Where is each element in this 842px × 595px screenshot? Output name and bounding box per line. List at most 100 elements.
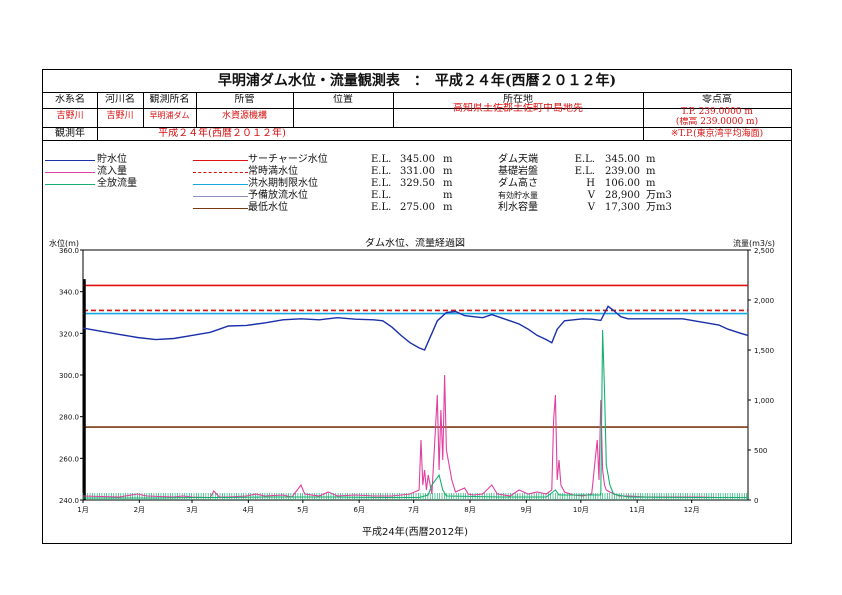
header-divider-3 bbox=[43, 140, 791, 141]
col-label-station: 観測所名 bbox=[149, 94, 190, 105]
value-zero-line2: (標高 239.0000 m) bbox=[675, 117, 759, 127]
chart-title: ダム水位、流量経過図 bbox=[365, 238, 465, 249]
spec-value: 28,900 bbox=[605, 190, 640, 201]
series-line-流入量 bbox=[82, 374, 748, 499]
level-el: E.L. bbox=[371, 154, 392, 165]
spec-key: V bbox=[587, 190, 595, 201]
level-unit: m bbox=[443, 178, 453, 189]
spec-value: 345.00 bbox=[605, 154, 640, 165]
left-tick-label: 340.0 bbox=[59, 289, 79, 297]
right-tick-label: 2,000 bbox=[754, 297, 774, 305]
level-value: 331.00 bbox=[400, 166, 435, 177]
spec-value: 239.00 bbox=[605, 166, 640, 177]
value-suikei: 吉野川 bbox=[56, 111, 84, 121]
level-label: 常時満水位 bbox=[248, 166, 298, 177]
level-unit: m bbox=[443, 202, 453, 213]
report-title: 早明浦ダム水位・流量観測表 ： 平成２４年(西暦２０１２年) bbox=[43, 70, 791, 93]
spec-unit: 万m3 bbox=[646, 202, 672, 213]
level-swatch bbox=[193, 172, 248, 173]
grid-col-line bbox=[643, 92, 644, 140]
spec-label: 有効貯水量 bbox=[498, 191, 538, 200]
legend-label: 流入量 bbox=[97, 166, 127, 177]
legend-label: 貯水位 bbox=[97, 154, 127, 165]
spec-key: E.L. bbox=[574, 166, 595, 177]
col-label-shokan: 所管 bbox=[234, 94, 255, 105]
level-label: 予備放流水位 bbox=[248, 190, 308, 201]
tp-note: ※T.P.(東京湾平均海面) bbox=[670, 129, 764, 139]
dam-chart: ダム水位、流量経過図 水位(m) 流量(m3/s) 平成24年(西暦2012年)… bbox=[49, 238, 775, 538]
year-value: 平成２４年(西暦２０１２年) bbox=[158, 128, 286, 139]
grid-col-line bbox=[293, 92, 294, 127]
col-label-address: 所在地 bbox=[503, 94, 533, 105]
month-tick-label: 2月 bbox=[134, 506, 145, 514]
spec-key: H bbox=[586, 178, 595, 189]
right-tick-label: 0 bbox=[754, 497, 758, 505]
month-tick-label: 11月 bbox=[629, 506, 645, 514]
left-tick-label: 240.0 bbox=[59, 497, 79, 505]
month-tick-label: 7月 bbox=[408, 506, 419, 514]
col-label-zero: 零点高 bbox=[702, 94, 732, 105]
spec-value: 106.00 bbox=[605, 178, 640, 189]
legend-label: 全放流量 bbox=[97, 178, 137, 189]
grid-col-line bbox=[97, 92, 98, 127]
left-tick-label: 360.0 bbox=[59, 247, 79, 255]
year-label: 観測年 bbox=[55, 128, 85, 139]
header-divider bbox=[43, 108, 791, 109]
grid-col-line bbox=[143, 92, 144, 127]
header-divider-2 bbox=[43, 127, 791, 128]
level-unit: m bbox=[443, 154, 453, 165]
spec-unit: 万m3 bbox=[646, 190, 672, 201]
month-tick-label: 6月 bbox=[353, 506, 364, 514]
grid-col-line bbox=[393, 92, 394, 127]
month-tick-label: 12月 bbox=[684, 506, 700, 514]
spec-label: ダム高さ bbox=[498, 178, 538, 189]
value-station: 早明浦ダム bbox=[149, 111, 190, 120]
spec-key: E.L. bbox=[574, 154, 595, 165]
spec-key: V bbox=[587, 202, 595, 213]
left-tick-label: 300.0 bbox=[59, 372, 79, 380]
col-label-position: 位置 bbox=[333, 94, 353, 105]
series-line-貯水位 bbox=[82, 305, 749, 351]
ylabel-left: 水位(m) bbox=[49, 238, 79, 248]
right-tick-label: 1,000 bbox=[754, 397, 774, 405]
value-kasen: 吉野川 bbox=[106, 111, 134, 121]
spec-value: 17,300 bbox=[605, 202, 640, 213]
level-el: E.L. bbox=[371, 190, 392, 201]
spec-unit: m bbox=[646, 166, 656, 177]
ylabel-right: 流量(m3/s) bbox=[733, 238, 775, 248]
left-tick-label: 260.0 bbox=[59, 455, 79, 463]
spec-unit: m bbox=[646, 154, 656, 165]
month-tick-label: 1月 bbox=[77, 506, 88, 514]
xlabel: 平成24年(西暦2012年) bbox=[362, 525, 468, 538]
level-value: 329.50 bbox=[400, 178, 435, 189]
spec-label: 利水容量 bbox=[498, 202, 538, 213]
level-label: サーチャージ水位 bbox=[248, 154, 328, 165]
value-address: 高知県土佐郡土佐町中島地先 bbox=[453, 103, 583, 114]
grid-col-line bbox=[196, 92, 197, 127]
level-el: E.L. bbox=[371, 178, 392, 189]
level-label: 最低水位 bbox=[248, 202, 288, 213]
month-tick-label: 3月 bbox=[186, 506, 197, 514]
level-swatch bbox=[193, 160, 248, 161]
month-tick-label: 9月 bbox=[521, 506, 532, 514]
month-tick-label: 8月 bbox=[464, 506, 475, 514]
right-tick-label: 1,500 bbox=[754, 347, 774, 355]
spec-label: 基礎岩盤 bbox=[498, 166, 538, 177]
col-label-kasen: 河川名 bbox=[105, 94, 135, 105]
month-tick-label: 10月 bbox=[573, 506, 589, 514]
level-unit: m bbox=[443, 166, 453, 177]
spec-unit: m bbox=[646, 178, 656, 189]
level-swatch bbox=[193, 208, 248, 209]
legend-swatch bbox=[45, 172, 95, 173]
level-unit: m bbox=[443, 190, 453, 201]
right-tick-label: 2,500 bbox=[754, 247, 774, 255]
level-el: E.L. bbox=[371, 202, 392, 213]
col-label-suikei: 水系名 bbox=[55, 94, 85, 105]
left-tick-label: 280.0 bbox=[59, 414, 79, 422]
value-shokan: 水資源機構 bbox=[221, 111, 267, 121]
series-line-全放流量 bbox=[83, 329, 748, 499]
report-frame: 早明浦ダム水位・流量観測表 ： 平成２４年(西暦２０１２年) 水系名 河川名 観… bbox=[42, 69, 792, 544]
legend-swatch bbox=[45, 160, 95, 161]
value-zero-line1: T.P. 239.0000 m bbox=[681, 107, 753, 117]
level-swatch bbox=[193, 184, 248, 185]
